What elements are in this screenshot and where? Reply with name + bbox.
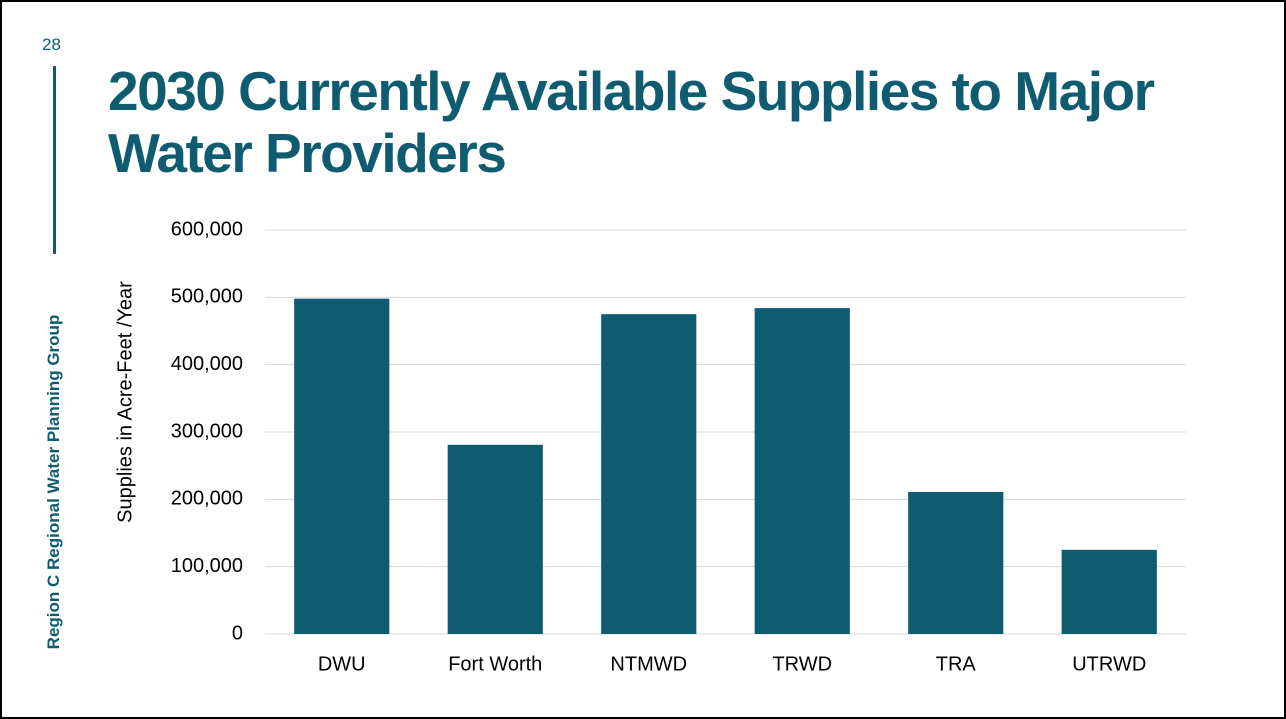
x-tick-label: DWU	[318, 653, 366, 675]
x-tick-label: TRA	[936, 653, 977, 675]
y-tick-label: 200,000	[171, 488, 243, 510]
slide-number: 28	[42, 35, 61, 54]
bar	[601, 314, 697, 634]
bar	[754, 308, 850, 634]
bar	[447, 444, 543, 634]
chart-title: 2030 Currently Available Supplies to Maj…	[108, 60, 1155, 184]
y-tick-label: 400,000	[171, 353, 243, 375]
y-tick-label: 600,000	[171, 218, 243, 240]
y-tick-label: 0	[232, 622, 243, 644]
bar	[1061, 549, 1157, 634]
bar	[908, 491, 1004, 634]
divider	[53, 66, 56, 254]
x-tick-label: NTMWD	[610, 653, 687, 675]
y-tick-label: 100,000	[171, 555, 243, 577]
x-tick-label: TRWD	[772, 653, 832, 675]
y-axis-label: Supplies in Acre-Feet /Year	[114, 281, 136, 523]
bar	[294, 298, 390, 634]
x-tick-label: Fort Worth	[448, 653, 542, 675]
x-tick-label: UTRWD	[1072, 653, 1146, 675]
y-tick-label: 500,000	[171, 286, 243, 308]
y-tick-label: 300,000	[171, 420, 243, 442]
